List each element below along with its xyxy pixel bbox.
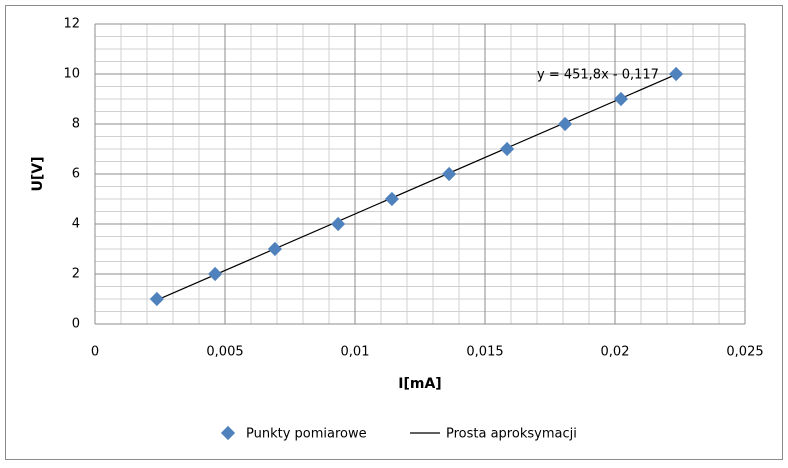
data-point bbox=[331, 216, 346, 232]
data-point bbox=[267, 241, 282, 257]
x-tick-label: 0,025 bbox=[726, 345, 763, 360]
x-tick-label: 0,01 bbox=[341, 345, 370, 360]
y-tick-label: 8 bbox=[72, 117, 80, 132]
legend-marker bbox=[220, 425, 236, 441]
grid bbox=[94, 23, 746, 325]
x-axis-title: I[mA] bbox=[398, 376, 441, 392]
plot bbox=[149, 66, 684, 307]
data-point bbox=[500, 141, 515, 157]
data-point bbox=[442, 166, 457, 182]
data-point bbox=[149, 291, 164, 307]
trendline-equation: y = 451,8x - 0,117 bbox=[537, 68, 659, 83]
x-tick-label: 0,015 bbox=[466, 345, 503, 360]
y-axis-title: U[V] bbox=[30, 157, 46, 192]
data-point bbox=[669, 66, 684, 82]
legend: Punkty pomiarowe Prosta aproksymacji bbox=[220, 425, 577, 442]
trendline bbox=[156, 73, 677, 301]
data-point bbox=[558, 116, 573, 132]
x-tick-label: 0 bbox=[91, 345, 99, 360]
y-tick-label: 2 bbox=[72, 267, 80, 282]
legend-label: Prosta aproksymacji bbox=[446, 427, 577, 442]
chart-frame bbox=[5, 5, 783, 460]
data-point bbox=[613, 91, 629, 107]
data-point bbox=[208, 266, 223, 282]
y-tick-label: 12 bbox=[63, 17, 80, 32]
y-tick-label: 6 bbox=[72, 167, 80, 182]
y-tick-label: 0 bbox=[72, 317, 80, 332]
y-tick-label: 10 bbox=[63, 67, 80, 82]
data-point bbox=[384, 191, 399, 207]
y-tick-label: 4 bbox=[72, 217, 80, 232]
x-tick-label: 0,005 bbox=[206, 345, 243, 360]
x-tick-label: 0,02 bbox=[601, 345, 630, 360]
legend-label: Punkty pomiarowe bbox=[246, 427, 367, 442]
